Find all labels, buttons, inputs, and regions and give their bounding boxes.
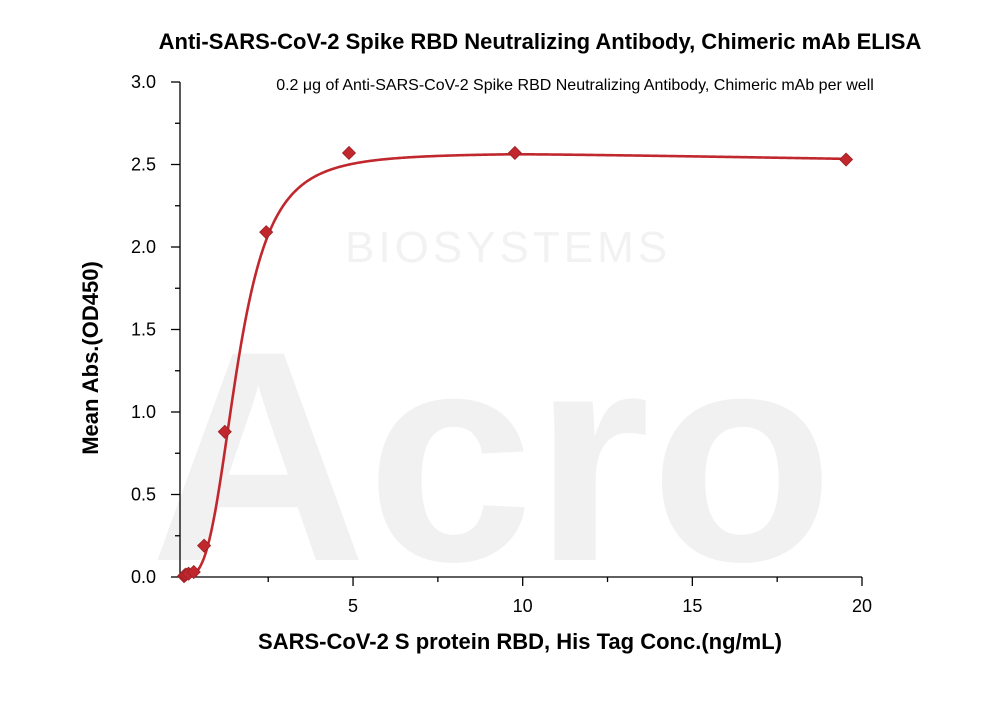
data-point <box>507 145 522 161</box>
y-tick-label: 1.5 <box>131 320 156 340</box>
watermark: Acro BIOSYSTEMS <box>150 223 834 624</box>
data-point <box>186 564 201 580</box>
y-tick-label: 0.5 <box>131 485 156 505</box>
y-axis-label: Mean Abs.(OD450) <box>78 261 103 455</box>
data-point <box>217 424 232 439</box>
y-tick-label: 2.0 <box>131 237 156 257</box>
x-tick-label: 5 <box>348 596 358 616</box>
x-tick-label: 15 <box>682 596 702 616</box>
x-tick-label: 20 <box>852 596 872 616</box>
data-point <box>838 152 854 167</box>
x-tick-label: 10 <box>513 596 533 616</box>
y-tick-label: 3.0 <box>131 72 156 92</box>
data-point <box>341 145 357 161</box>
y-tick-label: 2.5 <box>131 155 156 175</box>
y-tick-label: 0.0 <box>131 567 156 587</box>
x-axis-label: SARS-CoV-2 S protein RBD, His Tag Conc.(… <box>258 629 782 654</box>
chart-title: Anti-SARS-CoV-2 Spike RBD Neutralizing A… <box>159 29 922 54</box>
y-axis-ticks: 0.0 0.5 1.0 1.5 2.0 2.5 3.0 <box>131 72 180 587</box>
x-axis-ticks: 5 10 15 20 <box>267 577 872 616</box>
data-point <box>259 225 274 240</box>
data-points <box>176 145 854 584</box>
chart-subtitle: 0.2 μg of Anti-SARS-CoV-2 Spike RBD Neut… <box>276 77 874 94</box>
data-point <box>197 538 212 553</box>
y-tick-label: 1.0 <box>131 402 156 422</box>
watermark-logo: Acro <box>150 288 834 624</box>
watermark-brand: BIOSYSTEMS <box>345 223 671 272</box>
